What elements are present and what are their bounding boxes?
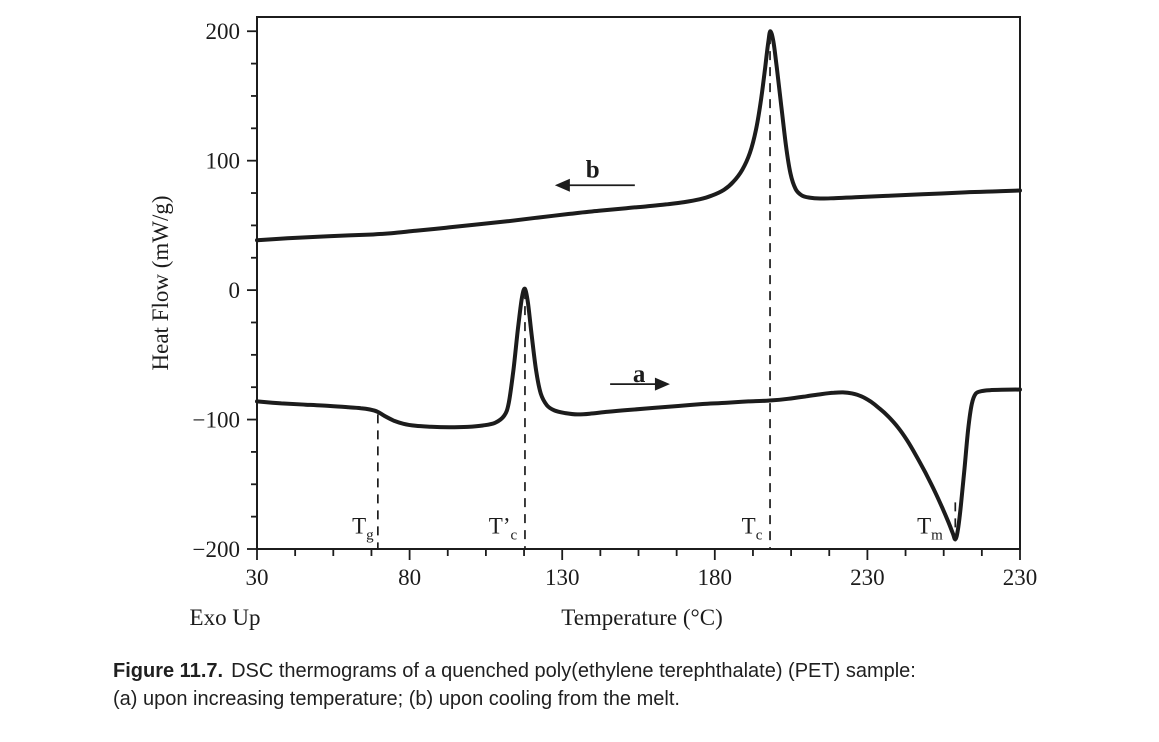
x-tick-label: 180 xyxy=(698,565,733,590)
y-tick-label: 0 xyxy=(229,278,241,303)
y-tick-label: −200 xyxy=(193,537,240,562)
direction-arrow-label-b: b xyxy=(586,156,600,183)
y-axis-title: Heat Flow (mW/g) xyxy=(148,195,173,370)
transition-label-tm: Tm xyxy=(917,514,943,544)
y-tick-label: 200 xyxy=(206,19,241,44)
curve-a xyxy=(255,286,1022,542)
direction-arrow-label-a: a xyxy=(633,361,646,388)
x-tick-label: 130 xyxy=(545,565,580,590)
y-tick-label: −100 xyxy=(193,408,240,433)
x-axis-title: Temperature (°C) xyxy=(561,605,722,630)
direction-arrowhead-a xyxy=(654,377,670,391)
transition-label-tg: Tg xyxy=(352,514,374,544)
x-tick-label: 30 xyxy=(246,565,269,590)
transition-label-tc: Tc xyxy=(742,514,763,544)
plot-border xyxy=(256,16,1021,550)
x-tick-label: 230 xyxy=(850,565,885,590)
y-tick-label: 100 xyxy=(206,149,241,174)
curve-b xyxy=(255,29,1022,243)
figure-caption-line1: DSC thermograms of a quenched poly(ethyl… xyxy=(231,660,916,682)
figure-caption-line2: (a) upon increasing temperature; (b) upo… xyxy=(113,688,680,710)
dsc-plot-canvas: 30 80 130 180 230 230 200 100 0 −100 −200 Tg T’c Tc Tm… xyxy=(148,16,1038,630)
x-tick-label: 230 xyxy=(1003,565,1038,590)
figure-caption: Figure 11.7. DSC thermograms of a quenche… xyxy=(113,657,1093,713)
transition-label-tc-prime: T’c xyxy=(489,514,518,544)
figure-caption-number: Figure 11.7. xyxy=(113,660,224,682)
x-tick-label: 80 xyxy=(398,565,421,590)
direction-arrowhead-b xyxy=(554,178,570,192)
exo-up-label: Exo Up xyxy=(190,605,261,630)
